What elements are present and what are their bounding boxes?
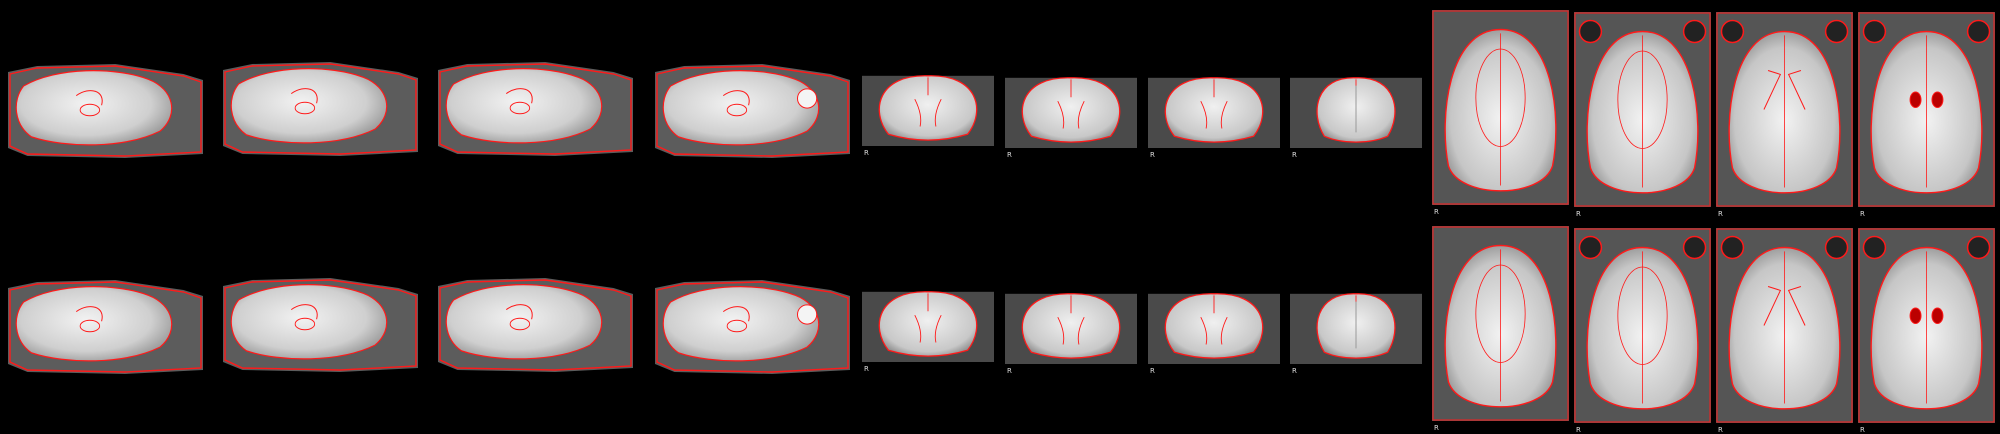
- coronal-slice: [862, 68, 994, 146]
- orientation-label: R: [1150, 151, 1155, 159]
- orientation-label: R: [1007, 367, 1012, 375]
- coronal-slice: [1290, 286, 1422, 364]
- orientation-label: R: [1434, 424, 1439, 432]
- axial-slice: [1716, 12, 1853, 207]
- orientation-label: R: [864, 149, 869, 157]
- row-2: R R R R R R R R: [0, 216, 2000, 434]
- axial-slice: [1716, 228, 1853, 423]
- coronal-slice: [1148, 70, 1280, 148]
- sagittal-slice: [8, 62, 203, 158]
- axial-slice: [1432, 226, 1569, 421]
- orientation-label: R: [1576, 210, 1581, 218]
- coronal-slice: [1148, 286, 1280, 364]
- orientation-label: R: [1434, 208, 1439, 216]
- coronal-slice: [862, 284, 994, 362]
- orientation-label: R: [1007, 151, 1012, 159]
- orientation-label: R: [1292, 151, 1297, 159]
- axial-slice: [1574, 12, 1711, 207]
- coronal-slice: [1005, 286, 1137, 364]
- sagittal-slice: [223, 276, 418, 372]
- sagittal-slice: [438, 60, 633, 156]
- orientation-label: R: [1576, 426, 1581, 434]
- sagittal-slice: [655, 62, 850, 158]
- axial-slice: [1858, 228, 1995, 423]
- coronal-slice: [1290, 70, 1422, 148]
- axial-slice: [1858, 12, 1995, 207]
- coronal-slice: [1005, 70, 1137, 148]
- sagittal-slice: [438, 276, 633, 372]
- axial-slice: [1574, 228, 1711, 423]
- sagittal-slice: [223, 60, 418, 156]
- orientation-label: R: [1292, 367, 1297, 375]
- orientation-label: R: [864, 365, 869, 373]
- sagittal-slice: [8, 278, 203, 374]
- orientation-label: R: [1860, 210, 1865, 218]
- row-1: R R R R R R R R: [0, 0, 2000, 218]
- orientation-label: R: [1718, 210, 1723, 218]
- orientation-label: R: [1150, 367, 1155, 375]
- sagittal-slice: [655, 278, 850, 374]
- orientation-label: R: [1718, 426, 1723, 434]
- orientation-label: R: [1860, 426, 1865, 434]
- axial-slice: [1432, 10, 1569, 205]
